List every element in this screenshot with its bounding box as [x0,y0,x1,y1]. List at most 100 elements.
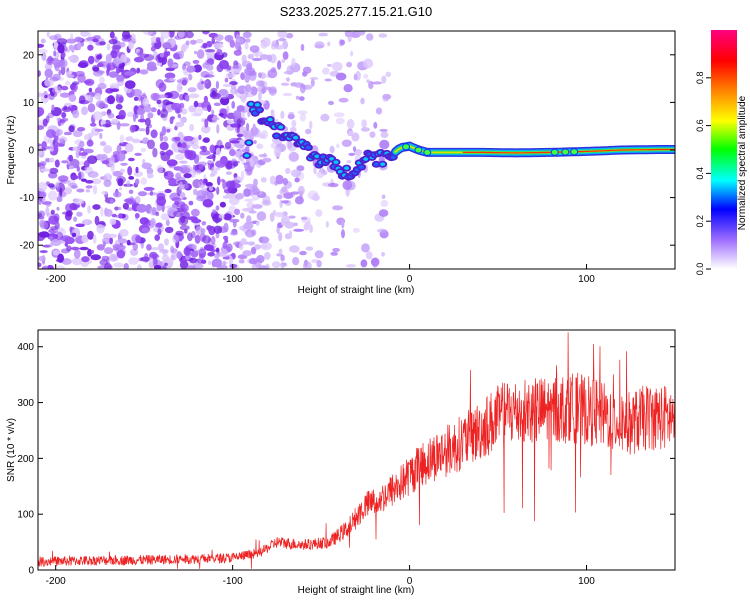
noise-blob [91,178,102,185]
noise-blob [222,83,233,87]
noise-blob [281,200,289,204]
noise-blob [229,149,236,157]
noise-blob [118,109,126,120]
noise-blob [252,57,262,62]
noise-blob [331,61,343,72]
noise-blob [363,74,369,79]
noise-blob [234,208,241,215]
noise-blob [233,176,243,184]
noise-blob [99,259,108,266]
noise-blob [348,152,356,156]
noise-blob [180,215,186,224]
noise-blob [230,87,238,95]
noise-blob [157,228,162,236]
noise-blob [83,134,91,141]
noise-blob [194,50,197,55]
noise-blob [43,265,48,269]
noise-blob [68,165,75,170]
noise-blob [276,194,283,200]
noise-blob [90,249,95,254]
noise-blob [233,110,242,119]
noise-blob [93,35,101,40]
noise-blob [124,71,135,76]
noise-blob [246,122,250,132]
noise-blob [138,128,146,132]
noise-blob [55,265,65,269]
noise-blob [297,185,305,196]
noise-blob [47,137,53,144]
noise-blob [235,34,240,43]
noise-blob [68,125,75,133]
snr-series-line [38,332,675,569]
noise-blob [161,41,173,49]
noise-blob [229,218,240,223]
noise-blob [85,189,91,193]
noise-blob [288,111,295,116]
noise-blob [59,119,66,124]
snr-panel: -200 -100 0 100 0 100 200 300 400 Height of str… [6,329,676,596]
noise-blob [260,177,267,183]
noise-blob [91,38,99,43]
noise-blob [252,204,263,209]
noise-blob [81,151,88,156]
spectrogram-y-ticks: -20 -10 0 10 20 [20,50,675,252]
noise-blob [97,265,109,269]
noise-blob [299,83,306,94]
noise-blob [244,146,250,153]
noise-blob [242,129,252,138]
noise-blob [81,234,89,243]
noise-blob [128,257,139,265]
noise-blob [87,32,92,38]
noise-blob [150,129,158,139]
noise-blob [209,173,215,177]
snr-x-tick-label: -200 [46,576,66,587]
noise-blob [113,262,124,268]
noise-blob [48,148,54,152]
noise-blob [324,78,332,82]
noise-blob [338,97,349,103]
noise-blob [242,250,253,257]
ridge-inner-blob [363,157,369,161]
noise-blob [229,263,238,269]
noise-blob [142,158,146,165]
noise-blob [211,109,215,115]
noise-blob [222,241,228,249]
noise-blob [85,180,94,184]
noise-blob [273,146,282,157]
noise-blob [291,57,296,67]
noise-blob [177,31,185,38]
noise-blob [294,177,300,183]
noise-blob [123,263,129,269]
snr-x-tick-label: -100 [223,576,243,587]
noise-blob [114,206,119,211]
noise-blob [191,244,197,250]
noise-blob [223,235,229,241]
snr-y-label: SNR (10 * v/v) [6,418,17,482]
noise-blob [241,207,253,212]
noise-blob [131,138,141,144]
noise-blob [70,175,79,180]
ridge-knot [414,146,423,154]
noise-blob [67,56,74,61]
noise-blob [183,135,194,142]
noise-blob [259,244,268,249]
noise-blob [245,83,252,93]
noise-blob [370,257,380,267]
noise-blob [207,260,212,265]
noise-blob [380,131,389,139]
noise-blob [67,104,78,111]
noise-blob [44,68,53,79]
noise-blob [46,31,50,38]
noise-blob [80,178,87,182]
noise-blob [293,228,305,232]
noise-blob [132,243,138,251]
noise-blob [136,70,140,74]
noise-blob [236,133,244,138]
noise-blob [230,123,239,128]
noise-blob [217,176,221,186]
noise-blob [136,107,146,116]
noise-blob [146,65,158,72]
noise-blob [271,261,281,269]
noise-blob [119,168,126,173]
